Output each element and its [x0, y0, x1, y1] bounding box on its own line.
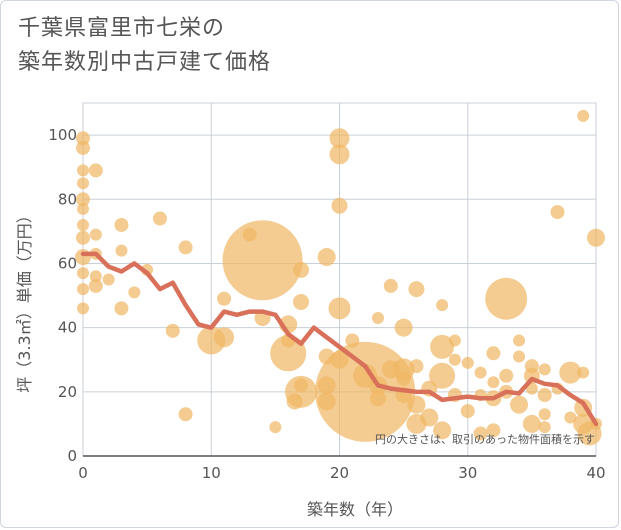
y-tick-label: 40 — [58, 319, 77, 337]
data-bubble — [430, 334, 455, 359]
data-bubble — [371, 312, 384, 325]
data-bubble — [165, 323, 180, 338]
data-bubble — [76, 230, 90, 245]
data-bubble — [429, 362, 456, 389]
data-bubble — [76, 131, 90, 146]
data-bubble — [513, 350, 526, 363]
data-bubble — [460, 404, 475, 419]
data-bubble — [383, 278, 398, 293]
data-bubble — [474, 366, 487, 379]
bubble-layer — [75, 109, 605, 446]
y-tick-label: 100 — [48, 126, 77, 144]
x-tick-label: 0 — [78, 464, 88, 482]
title-line-1: 千葉県富里市七栄の — [18, 16, 226, 41]
data-bubble — [128, 286, 141, 299]
y-tick-label: 80 — [58, 190, 77, 208]
data-bubble — [513, 334, 526, 347]
data-bubble — [577, 366, 590, 379]
data-bubble — [538, 363, 551, 376]
data-bubble — [222, 220, 303, 301]
data-bubble — [102, 273, 115, 286]
data-bubble — [152, 211, 167, 226]
data-bubble — [217, 291, 232, 306]
data-bubble — [293, 261, 310, 278]
data-bubble — [448, 334, 461, 347]
data-bubble — [77, 267, 89, 280]
data-bubble — [89, 228, 102, 241]
data-bubble — [436, 299, 449, 312]
bubble-size-note: 円の大きさは、取引のあった物件面積を示す — [375, 432, 595, 446]
data-bubble — [409, 359, 424, 374]
data-bubble — [487, 376, 500, 389]
data-bubble — [485, 277, 528, 320]
data-bubble — [214, 327, 235, 348]
data-bubble — [369, 390, 386, 407]
y-tick-label: 20 — [58, 383, 77, 401]
data-bubble — [564, 411, 577, 424]
data-bubble — [77, 283, 89, 296]
data-bubble — [75, 249, 91, 266]
data-bubble — [77, 177, 89, 190]
data-bubble — [293, 293, 310, 310]
data-bubble — [408, 281, 425, 298]
data-bubble — [538, 408, 551, 421]
data-bubble — [433, 421, 452, 440]
data-bubble — [114, 301, 129, 316]
data-bubble — [77, 302, 89, 315]
x-axis-ticks: 0 10 20 30 40 — [78, 464, 605, 482]
data-bubble — [89, 270, 102, 283]
data-bubble — [285, 375, 318, 408]
data-bubble — [522, 414, 541, 433]
data-bubble — [77, 164, 89, 177]
data-bubble — [88, 278, 103, 293]
title-line-2: 築年数別中古戸建て価格 — [18, 50, 272, 75]
data-bubble — [77, 218, 89, 231]
data-bubble — [178, 407, 193, 422]
trend-line — [80, 251, 599, 427]
data-bubble — [329, 128, 350, 149]
data-bubble — [329, 144, 350, 165]
x-tick-label: 20 — [330, 464, 349, 482]
y-axis-label: 坪（3.3㎡）単価（万円） — [15, 207, 34, 392]
data-bubble — [550, 205, 565, 220]
x-axis-label: 築年数（年） — [307, 500, 403, 519]
data-bubble — [577, 109, 590, 122]
data-bubble — [499, 368, 514, 383]
data-bubble — [448, 353, 461, 366]
data-bubble — [461, 356, 474, 369]
data-bubble — [328, 297, 351, 320]
data-bubble — [396, 371, 411, 386]
chart-title: 千葉県富里市七栄の 築年数別中古戸建て価格 — [18, 12, 578, 80]
data-bubble — [510, 395, 529, 414]
data-bubble — [317, 248, 336, 267]
y-tick-label: 0 — [67, 447, 77, 465]
x-tick-label: 40 — [586, 464, 605, 482]
x-tick-label: 10 — [202, 464, 221, 482]
data-bubble — [178, 240, 193, 255]
data-bubble — [88, 163, 103, 178]
data-bubble — [76, 140, 90, 155]
data-bubble — [394, 318, 413, 337]
data-bubble — [538, 421, 551, 434]
data-bubble — [559, 361, 582, 384]
data-bubble — [270, 335, 307, 372]
data-bubble — [114, 217, 129, 232]
data-bubble — [77, 202, 89, 215]
y-tick-label: 60 — [58, 254, 77, 272]
data-bubble — [587, 228, 605, 247]
y-axis-ticks: 0 20 40 60 80 100 — [48, 126, 77, 465]
data-bubble — [537, 388, 552, 403]
data-bubble — [331, 197, 348, 214]
data-bubble — [115, 244, 128, 257]
data-bubble — [269, 421, 282, 434]
data-bubble — [407, 395, 426, 414]
x-tick-label: 30 — [458, 464, 477, 482]
data-bubble — [76, 192, 90, 207]
data-bubble — [420, 408, 439, 427]
data-bubble — [486, 423, 501, 438]
data-bubble — [486, 346, 501, 361]
data-bubble — [473, 426, 488, 441]
